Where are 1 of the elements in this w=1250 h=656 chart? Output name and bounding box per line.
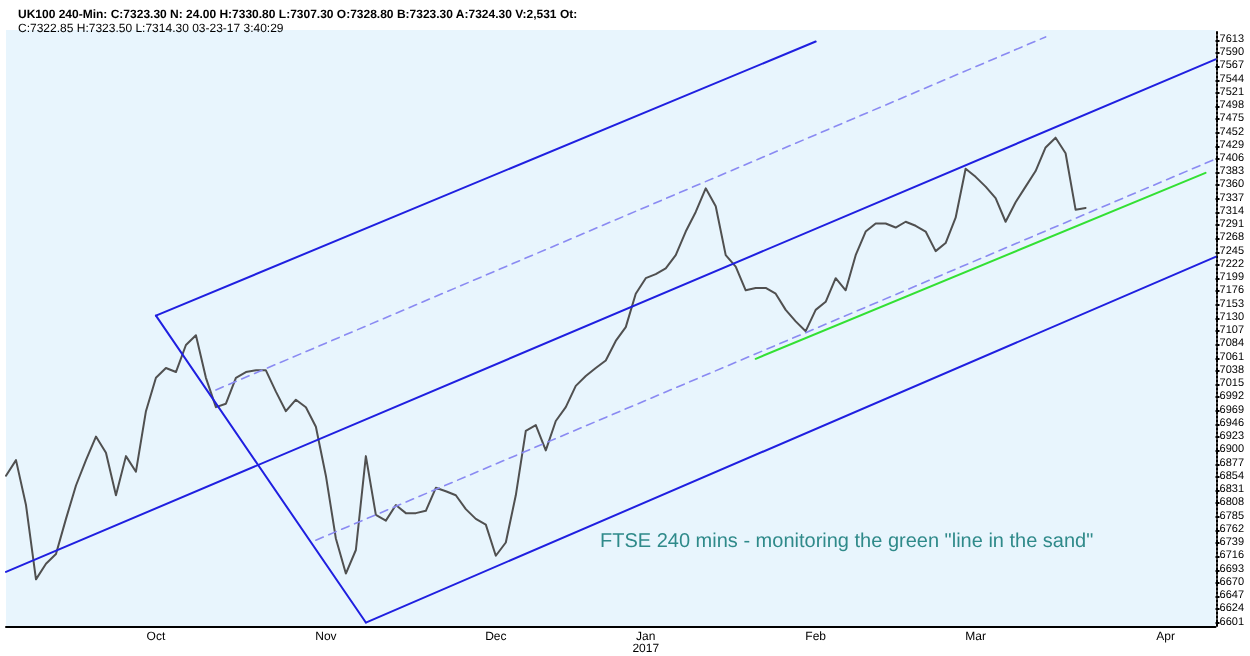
annotation: FTSE 240 mins - monitoring the green "line in the sand" (600, 531, 1095, 553)
